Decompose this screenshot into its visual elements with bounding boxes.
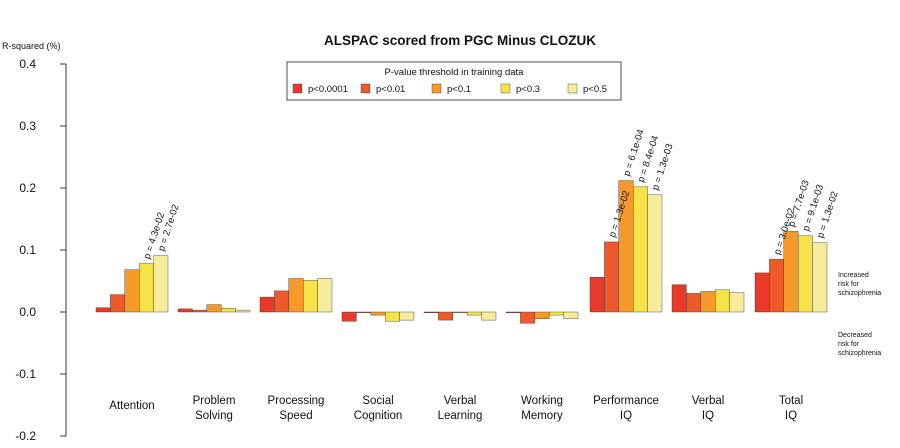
bar (604, 241, 620, 313)
bar (563, 311, 579, 320)
bar (220, 308, 236, 313)
chart-title: ALSPAC scored from PGC Minus CLOZUK (324, 33, 596, 48)
bar (206, 304, 222, 313)
bar (317, 278, 333, 313)
bar (235, 309, 251, 313)
bar (534, 311, 550, 320)
bar (385, 311, 400, 322)
legend-label: p<0.01 (376, 84, 405, 95)
legend-label: p<0.1 (447, 84, 471, 95)
p-value-annotations: p = 4.3e-02p = 2.7e-02 p = 1.3e-02p = 6.1… (142, 128, 841, 260)
category-label: Attention (109, 400, 154, 412)
bar (754, 272, 770, 313)
legend-label: p<0.3 (516, 84, 540, 95)
increased-risk-note: Increased risk for schizophrenia (838, 272, 881, 297)
bar (303, 280, 318, 313)
bar (274, 290, 289, 313)
bar (729, 292, 745, 313)
category-labels: Attention Problem Solving Processing Speed So… (109, 395, 803, 422)
decreased-risk-note: Decreased risk for schizophrenia (838, 332, 881, 357)
bars (95, 180, 828, 324)
y-tick-label: -0.2 (15, 429, 36, 443)
bar (259, 296, 275, 313)
category-label: Working Memory (521, 395, 563, 422)
bar (812, 242, 828, 313)
bar (798, 235, 813, 313)
bar (95, 307, 111, 313)
bar (549, 311, 564, 316)
y-tick-label: 0.2 (19, 181, 36, 195)
bar (177, 308, 193, 313)
bar (589, 277, 605, 313)
legend-swatch (431, 83, 442, 94)
bar (124, 269, 140, 313)
category-label: Verbal IQ (692, 395, 725, 422)
legend-label: p<0.5 (583, 84, 607, 95)
y-tick-label: 0.3 (19, 119, 36, 133)
y-tick-label: 0.0 (19, 305, 36, 319)
y-tick-label: -0.1 (15, 367, 36, 381)
category-label: Performance IQ (593, 395, 659, 422)
category-label: Problem Solving (193, 395, 236, 422)
side-notes: Increased risk for schizophrenia Decreased r… (838, 272, 881, 357)
bar (438, 311, 453, 321)
bar (671, 284, 687, 313)
legend-swatch (567, 83, 578, 94)
bar (505, 311, 521, 314)
bar (520, 311, 536, 324)
bar (715, 289, 730, 313)
legend: P-value threshold in training data p<0.0… (286, 61, 622, 101)
category-label: Social Cognition (354, 395, 403, 422)
bar (288, 278, 304, 313)
bar (452, 311, 468, 314)
legend-swatch (360, 83, 371, 94)
bar (647, 194, 663, 313)
bar (153, 255, 169, 313)
bar (341, 311, 357, 322)
legend-swatch (292, 83, 303, 94)
bar (370, 311, 386, 316)
bar (399, 311, 415, 321)
category-label: Processing Speed (268, 395, 325, 422)
bar (423, 311, 439, 314)
y-tick-label: 0.1 (19, 243, 36, 257)
bar (192, 309, 207, 313)
category-label: Verbal Learning (438, 395, 483, 422)
bar (700, 291, 716, 313)
legend-label: p<0.0001 (308, 84, 348, 95)
y-axis: 0.4 0.3 0.2 0.1 0.0 -0.1 -0.2 (15, 57, 67, 443)
bar (356, 311, 371, 314)
bar (633, 186, 648, 313)
bar (686, 293, 702, 313)
legend-swatch (500, 83, 511, 94)
bar (138, 263, 154, 313)
bar (481, 311, 497, 321)
bar (769, 259, 785, 313)
category-label: Total IQ (779, 395, 803, 422)
bar (467, 311, 482, 316)
y-axis-label: R-squared (%) (2, 41, 61, 51)
legend-box (286, 61, 622, 101)
bar (110, 294, 126, 313)
legend-title: P-value threshold in training data (385, 67, 525, 78)
y-tick-label: 0.4 (19, 57, 36, 71)
